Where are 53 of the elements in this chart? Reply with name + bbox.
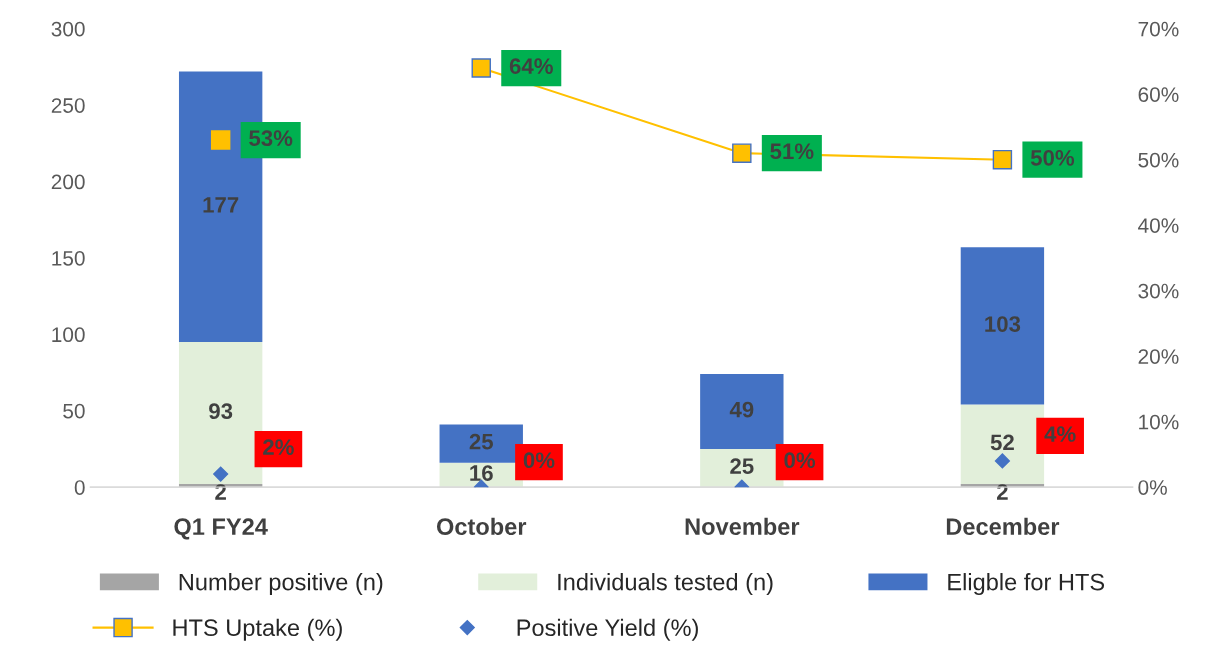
data-label: 49 <box>729 401 754 418</box>
data-label: 93 <box>209 403 233 420</box>
data-label: 177 <box>203 197 239 213</box>
y2-tick-label: 60% <box>1138 87 1179 102</box>
bar <box>700 374 784 449</box>
data-label: 50% <box>1030 149 1075 166</box>
y-tick-label: 150 <box>52 250 85 266</box>
y2-tick-label: 10% <box>1139 414 1179 430</box>
x-tick-label: November <box>685 517 800 536</box>
data-label: 52 <box>990 434 1014 451</box>
data-label: 16 <box>470 465 493 481</box>
x-tick-label: October <box>436 517 527 536</box>
data-label: 2% <box>263 439 294 455</box>
bar <box>178 341 263 485</box>
data-label: 4% <box>1044 426 1076 442</box>
point <box>471 58 491 78</box>
y2-tick-label: 30% <box>1138 283 1179 299</box>
data-label: 53% <box>249 130 293 147</box>
y2-tick-label: 70% <box>1138 21 1179 37</box>
data-label: 25 <box>469 433 493 450</box>
y-tick-label: 250 <box>51 98 85 113</box>
bar <box>439 424 523 463</box>
y-tick-label: 200 <box>51 174 85 190</box>
legend-label: Number positive (n) <box>179 573 383 596</box>
y2-tick-label: 0% <box>1138 480 1167 495</box>
data-label: 0% <box>523 452 555 469</box>
x-tick-label: December <box>946 517 1060 536</box>
y-tick-label: 0 <box>74 480 85 495</box>
y2-tick-label: 40% <box>1138 218 1179 233</box>
data-label: 25 <box>730 458 754 474</box>
data-label: 0% <box>784 452 816 469</box>
legend-label: Individuals tested (n) <box>558 573 773 596</box>
y2-tick-label: 50% <box>1138 152 1179 168</box>
data-label: 103 <box>985 316 1021 332</box>
point <box>732 143 752 163</box>
y2-tick-label: 20% <box>1138 349 1179 364</box>
y-tick-label: 100 <box>52 327 85 343</box>
point <box>210 130 231 150</box>
data-label: 2 <box>997 484 1008 500</box>
point <box>994 453 1010 469</box>
x-tick-label: Q1 FY24 <box>174 518 268 540</box>
legend-label: HTS Uptake (%) <box>173 618 342 641</box>
data-label: 64% <box>509 58 553 74</box>
y-tick-label: 50 <box>63 403 85 419</box>
data-label: 51% <box>770 143 814 160</box>
point <box>992 149 1013 170</box>
legend-label: Positive Yield (%) <box>517 618 698 641</box>
bar <box>960 404 1045 485</box>
data-label: 2 <box>215 484 226 500</box>
y-tick-label: 300 <box>51 21 85 37</box>
legend-label: Eligble for HTS <box>948 573 1105 596</box>
point <box>213 466 229 482</box>
bar <box>960 247 1045 405</box>
